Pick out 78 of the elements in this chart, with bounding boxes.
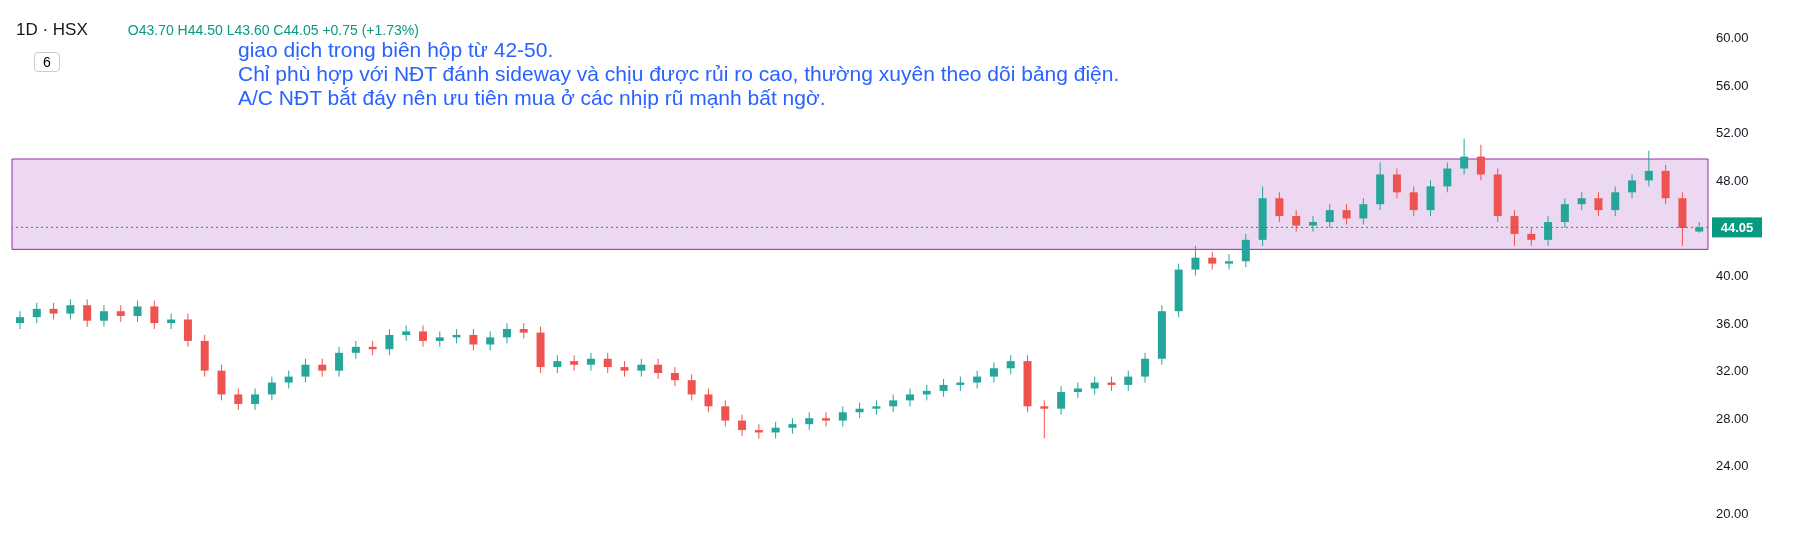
candlestick [335,346,344,378]
candlestick [1359,197,1368,225]
candlestick [838,405,847,428]
candlestick [973,370,982,389]
annotation: 6 [34,52,60,72]
y-tick-label: 32.00 [1716,363,1749,379]
y-tick-label: 24.00 [1716,458,1749,474]
candlestick [687,373,696,401]
candlestick [486,330,495,351]
candlestick [1225,253,1234,271]
candlestick [1275,191,1284,223]
candlestick [1628,173,1637,199]
candlestick [234,387,243,411]
candlestick [670,366,679,387]
candlestick [1443,162,1452,193]
annotation: A/C NĐT bắt đáy nên ưu tiên mua ở các nhịp rũ mạnh bất ngờ. [238,86,827,110]
candlestick [1510,209,1519,247]
y-tick-label: 60.00 [1716,30,1749,46]
candlestick [1392,168,1401,199]
candlestick [1460,138,1469,175]
candlestick [1544,215,1553,247]
candlestick [502,322,511,344]
candlestick [83,298,92,328]
candlestick [1476,144,1485,181]
candlestick [1409,185,1418,217]
candlestick [905,387,914,407]
candlestick [603,352,612,374]
y-tick-label: 36.00 [1716,315,1749,331]
candlestick [32,302,41,324]
annotation: giao dịch trong biên hộp từ 42-50. [238,38,555,62]
y-tick-label: 48.00 [1716,173,1749,189]
candlestick [721,399,730,428]
text: 1D · HSX [16,20,88,39]
candlestick [1241,233,1250,268]
candlestick [1292,209,1301,233]
candlestick [1325,203,1334,229]
annotation: Chỉ phù hợp với NĐT đánh sideway và chịu được rủi ro cao, thường xuyên theo dõi bảng điện. [238,62,1120,86]
candlestick [822,411,831,428]
candlestick [16,310,24,330]
candlestick [469,328,478,351]
candlestick [1124,370,1133,392]
y-tick-label: 28.00 [1716,410,1749,426]
candlestick [1057,385,1066,416]
ref-line-label: 44.05 [1720,220,1754,236]
candlestick [989,361,998,384]
y-tick-label: 40.00 [1716,268,1749,284]
candlestick [738,414,747,437]
candlestick [1073,382,1082,399]
candlestick [133,300,142,323]
candlestick [1342,203,1351,225]
y-tick-label: 20.00 [1716,505,1749,521]
candlestick [704,387,713,413]
candlestick [419,324,428,348]
candlestick [1308,215,1317,233]
candlestick [251,387,260,411]
y-tick-label: 52.00 [1716,125,1749,141]
candlestick [217,364,226,401]
candlestick [654,358,663,380]
candlestick [267,376,276,401]
candlestick [183,313,192,348]
candlestick [1594,191,1603,217]
y-tick-label: 56.00 [1716,77,1749,93]
candlestick [150,300,159,330]
candlestick [1560,197,1569,229]
candlestick [1426,179,1435,217]
candlestick [1191,245,1200,277]
candlestick [385,328,394,356]
candlestick [1006,354,1015,375]
text: O43.70 H44.50 L43.60 C44.05 +0.75 (+1.73%) [127,22,419,38]
candlestick [301,358,310,384]
candlestick [1040,399,1049,439]
candlestick [1611,185,1620,217]
candlestick [1644,150,1653,187]
candlestick [99,304,108,328]
candlestick [586,352,595,372]
candlestick [570,354,579,372]
candlestick [1141,352,1150,384]
candlestick [66,298,75,321]
